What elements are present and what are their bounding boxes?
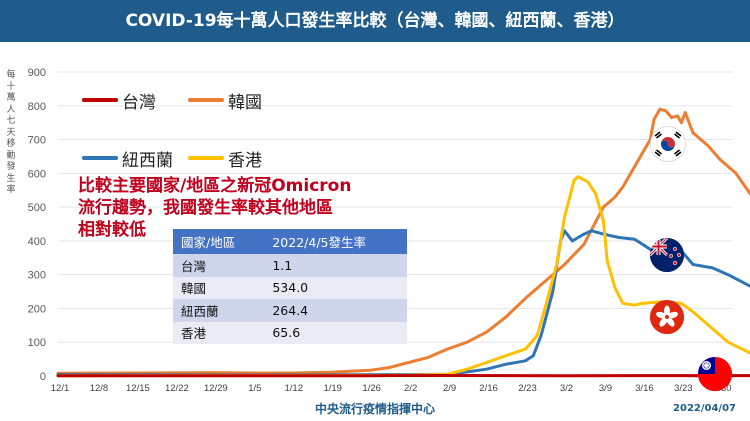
table-header: 2022/4/5發生率 xyxy=(264,229,407,254)
table-row: 韓國 534.0 xyxy=(173,276,407,299)
annotation-text: 比較主要國家/地區之新冠Omicron 流行趨勢，我國發生率較其他地區 相對較低 xyxy=(78,175,408,241)
y-tick-label: 200 xyxy=(28,303,46,315)
y-tick-label: 500 xyxy=(28,202,46,214)
table-cell: 台灣 xyxy=(173,254,265,277)
x-tick-label: 12/29 xyxy=(204,383,228,394)
hong-kong-flag xyxy=(650,300,684,334)
x-tick-label: 3/23 xyxy=(674,383,693,394)
taiwan-flag-icon xyxy=(698,357,732,391)
x-tick-label: 1/5 xyxy=(248,383,261,394)
legend-label: 香港 xyxy=(228,150,262,171)
south-korea-flag-icon xyxy=(651,127,685,161)
table-cell: 65.6 xyxy=(264,321,407,344)
legend-label: 紐西蘭 xyxy=(122,150,173,171)
legend-swatch xyxy=(188,156,224,160)
x-tick-label: 12/8 xyxy=(90,383,109,394)
y-tick-label: 800 xyxy=(28,101,46,113)
legend-item-taiwan: 台灣 xyxy=(82,90,156,113)
table-header-row: 國家/地區 2022/4/5發生率 xyxy=(173,229,407,254)
series-line-korea xyxy=(56,107,750,375)
legend-swatch xyxy=(188,98,224,102)
x-tick-label: 12/1 xyxy=(51,383,70,394)
annotation-line: 流行趨勢，我國發生率較其他地區 xyxy=(78,198,333,218)
y-tick-label: 700 xyxy=(28,135,46,147)
legend-swatch xyxy=(82,98,118,102)
x-tick-label: 12/22 xyxy=(165,383,189,394)
y-tick-label: 0 xyxy=(40,371,46,383)
taiwan-flag xyxy=(698,357,732,391)
y-tick-label: 100 xyxy=(28,337,46,349)
incidence-table: 國家/地區 2022/4/5發生率 台灣 1.1 韓國 534.0 紐西蘭 26… xyxy=(173,229,407,344)
table-row: 台灣 1.1 xyxy=(173,254,407,277)
x-tick-label: 1/12 xyxy=(285,383,304,394)
table-header: 國家/地區 xyxy=(173,229,265,254)
y-axis-label: 每十萬人七天移動發生率 xyxy=(6,70,16,195)
y-tick-label: 600 xyxy=(28,168,46,180)
table-cell: 534.0 xyxy=(264,276,407,299)
x-tick-label: 2/9 xyxy=(443,383,456,394)
table-row: 紐西蘭 264.4 xyxy=(173,299,407,322)
x-tick-label: 3/2 xyxy=(560,383,573,394)
title-bar: COVID-19每十萬人口發生率比較（台灣、韓國、紐西蘭、香港） xyxy=(0,0,750,42)
annotation-line: 比較主要國家/地區之新冠Omicron xyxy=(78,176,352,196)
y-tick-label: 400 xyxy=(28,236,46,248)
x-tick-label: 1/19 xyxy=(323,383,342,394)
x-tick-label: 3/9 xyxy=(599,383,612,394)
legend-item-new-zealand: 紐西蘭 xyxy=(82,148,173,171)
source-label: 中央流行疫情指揮中心 xyxy=(314,402,435,416)
legend-swatch xyxy=(82,156,118,160)
x-tick-label: 2/23 xyxy=(518,383,537,394)
table-row: 香港 65.6 xyxy=(173,321,407,344)
x-tick-label: 12/15 xyxy=(126,383,150,394)
hong-kong-flag-icon xyxy=(650,300,684,334)
annotation-line: 相對較低 xyxy=(78,220,146,240)
new-zealand-flag xyxy=(650,238,684,272)
legend-item-hong-kong: 香港 xyxy=(188,148,262,171)
new-zealand-flag-icon xyxy=(650,238,684,272)
y-tick-label: 900 xyxy=(28,67,46,79)
page-title: COVID-19每十萬人口發生率比較（台灣、韓國、紐西蘭、香港） xyxy=(125,11,625,31)
legend-label: 台灣 xyxy=(122,92,156,113)
x-tick-label: 1/26 xyxy=(362,383,381,394)
legend-item-korea: 韓國 xyxy=(188,90,262,113)
y-tick-label: 300 xyxy=(28,270,46,282)
table-cell: 264.4 xyxy=(264,299,407,322)
legend-label: 韓國 xyxy=(228,92,262,113)
table-cell: 紐西蘭 xyxy=(173,299,265,322)
date-label: 2022/04/07 xyxy=(673,403,736,414)
x-tick-label: 3/16 xyxy=(635,383,654,394)
table-cell: 韓國 xyxy=(173,276,265,299)
x-tick-label: 2/2 xyxy=(404,383,417,394)
south-korea-flag xyxy=(650,126,686,162)
x-tick-label: 2/16 xyxy=(479,383,498,394)
table-cell: 1.1 xyxy=(264,254,407,277)
table-cell: 香港 xyxy=(173,321,265,344)
